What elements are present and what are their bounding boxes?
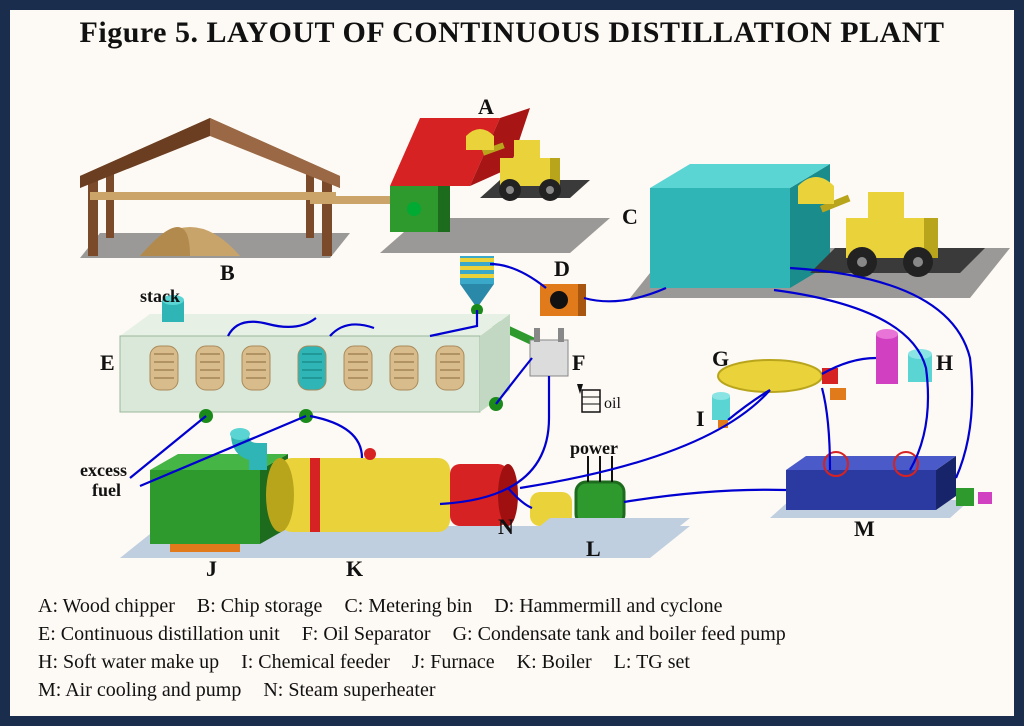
unit-M-air-cooling <box>770 452 992 518</box>
label-F: F <box>572 350 585 375</box>
label-excess: excess <box>80 460 127 480</box>
unit-B-chip-storage <box>80 118 350 258</box>
legend: A: Wood chipper B: Chip storage C: Meterin… <box>38 592 986 704</box>
figure-frame: Figure 5. LAYOUT OF CONTINUOUS DISTILLAT… <box>0 0 1024 726</box>
label-A: A <box>478 94 494 119</box>
legend-item-C: C: Metering bin <box>344 592 472 620</box>
label-J: J <box>206 556 217 578</box>
unit-C-metering-bin <box>630 164 1010 298</box>
legend-item-I: I: Chemical feeder <box>241 648 390 676</box>
label-M: M <box>854 516 875 541</box>
unit-E-continuous-distillation <box>120 295 510 423</box>
unit-F-oil-separator <box>530 328 600 412</box>
legend-item-K: K: Boiler <box>517 648 592 676</box>
legend-item-G: G: Condensate tank and boiler feed pump <box>453 620 786 648</box>
label-stack: stack <box>140 286 180 306</box>
label-oil: oil <box>604 395 621 412</box>
legend-item-F: F: Oil Separator <box>302 620 431 648</box>
label-D: D <box>554 256 570 281</box>
legend-item-E: E: Continuous distillation unit <box>38 620 280 648</box>
label-N: N <box>498 514 514 539</box>
label-K: K <box>346 556 363 578</box>
unit-H-soft-water <box>876 329 932 384</box>
label-L: L <box>586 536 601 561</box>
unit-I-chemical-feeder <box>712 392 730 428</box>
legend-item-J: J: Furnace <box>412 648 495 676</box>
legend-item-H: H: Soft water make up <box>38 648 219 676</box>
unit-G-condensate-tank <box>718 360 846 400</box>
unit-A-wood-chipper <box>380 108 610 253</box>
legend-item-M: M: Air cooling and pump <box>38 676 241 704</box>
label-C: C <box>622 204 638 229</box>
conveyor-B-to-A <box>310 196 400 204</box>
figure-title: Figure 5. LAYOUT OF CONTINUOUS DISTILLAT… <box>10 16 1014 50</box>
legend-item-D: D: Hammermill and cyclone <box>494 592 722 620</box>
label-B: B <box>220 260 235 285</box>
label-H: H <box>936 350 953 375</box>
legend-item-N: N: Steam superheater <box>263 676 435 704</box>
label-power: power <box>570 438 618 458</box>
label-G: G <box>712 346 729 371</box>
legend-item-L: L: TG set <box>614 648 690 676</box>
plant-diagram: .pipe { stroke:#0000d0; stroke-width:2.2… <box>10 58 1014 578</box>
legend-item-B: B: Chip storage <box>197 592 323 620</box>
label-I: I <box>696 406 705 431</box>
label-fuel: fuel <box>92 480 121 500</box>
label-E: E <box>100 350 115 375</box>
legend-item-A: A: Wood chipper <box>38 592 175 620</box>
unit-K-boiler <box>266 448 450 532</box>
